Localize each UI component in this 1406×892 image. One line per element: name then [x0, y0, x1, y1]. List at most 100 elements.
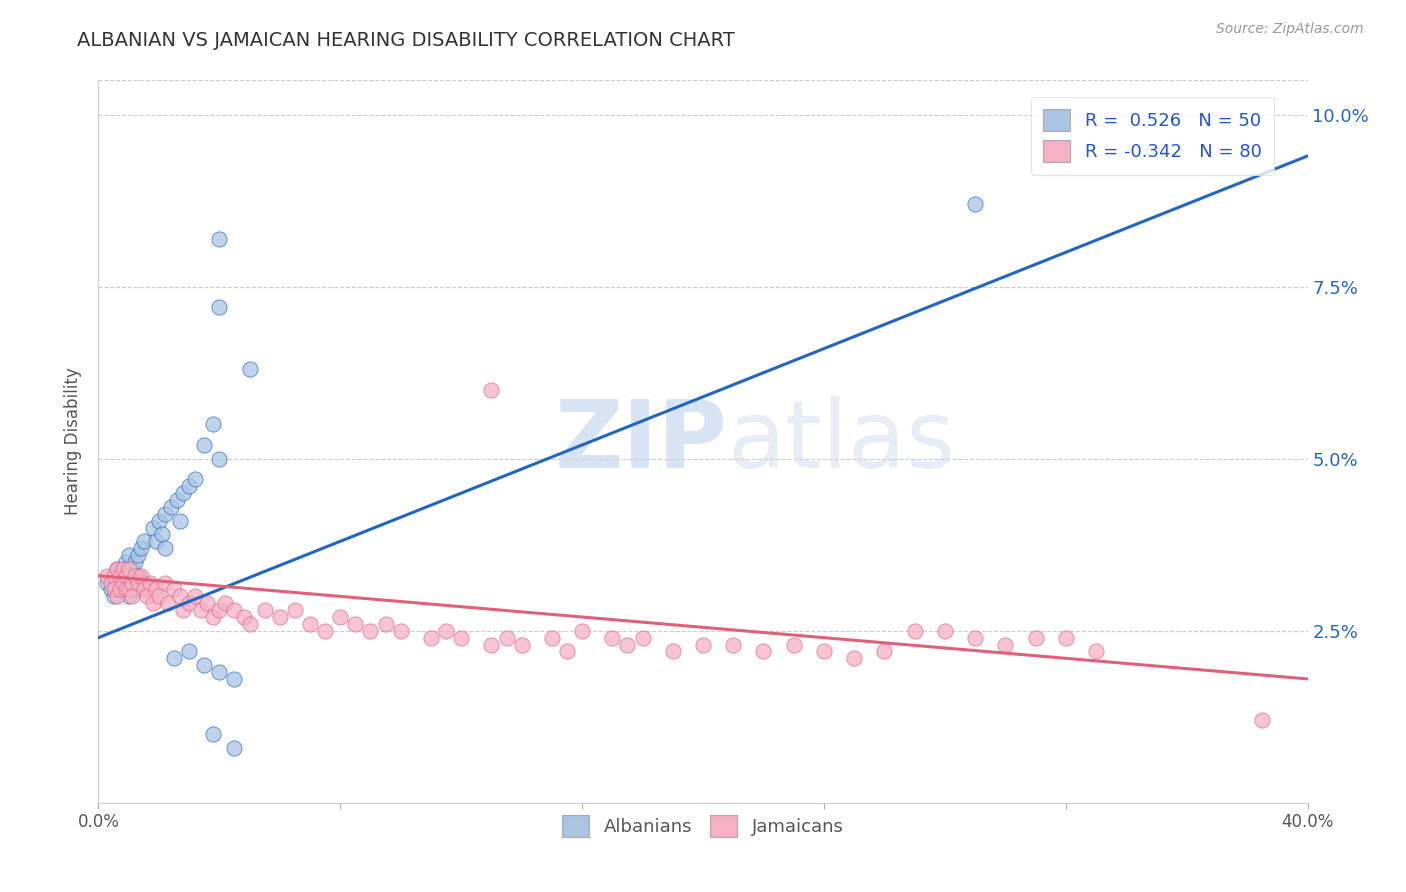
- Point: [616, 638, 638, 652]
- Point: [129, 568, 152, 582]
- Point: [389, 624, 412, 638]
- Point: [602, 631, 624, 645]
- Point: [132, 575, 155, 590]
- Point: [114, 582, 136, 597]
- Point: [904, 624, 927, 638]
- Point: [540, 631, 562, 645]
- Point: [193, 438, 215, 452]
- Point: [1024, 631, 1046, 645]
- Text: Source: ZipAtlas.com: Source: ZipAtlas.com: [1216, 22, 1364, 37]
- Point: [184, 590, 207, 604]
- Point: [124, 555, 146, 569]
- Point: [873, 644, 896, 658]
- Point: [172, 603, 194, 617]
- Point: [166, 493, 188, 508]
- Point: [132, 534, 155, 549]
- Point: [132, 582, 155, 597]
- Point: [752, 644, 775, 658]
- Point: [208, 231, 231, 245]
- Point: [153, 507, 176, 521]
- Point: [108, 582, 131, 597]
- Point: [965, 197, 987, 211]
- Point: [813, 644, 835, 658]
- Text: ZIP: ZIP: [554, 395, 727, 488]
- Point: [108, 568, 131, 582]
- Point: [100, 575, 122, 590]
- Point: [103, 582, 125, 597]
- Point: [208, 665, 231, 679]
- Point: [329, 610, 352, 624]
- Point: [208, 603, 231, 617]
- Point: [108, 568, 131, 582]
- Point: [314, 624, 336, 638]
- Point: [661, 644, 683, 658]
- Point: [118, 548, 141, 562]
- Point: [179, 596, 201, 610]
- Point: [631, 631, 654, 645]
- Point: [103, 590, 125, 604]
- Point: [118, 562, 141, 576]
- Point: [450, 631, 472, 645]
- Point: [224, 672, 246, 686]
- Point: [148, 590, 170, 604]
- Point: [360, 624, 382, 638]
- Point: [224, 603, 246, 617]
- Point: [184, 472, 207, 486]
- Point: [145, 582, 167, 597]
- Point: [139, 575, 162, 590]
- Point: [172, 486, 194, 500]
- Point: [374, 616, 396, 631]
- Point: [934, 624, 956, 638]
- Point: [299, 616, 322, 631]
- Point: [160, 500, 183, 514]
- Point: [202, 610, 225, 624]
- Point: [163, 582, 186, 597]
- Point: [434, 624, 457, 638]
- Point: [783, 638, 806, 652]
- Point: [1251, 713, 1274, 727]
- Point: [111, 582, 134, 597]
- Point: [103, 568, 125, 582]
- Point: [142, 596, 165, 610]
- Point: [124, 568, 146, 582]
- Point: [111, 562, 134, 576]
- Point: [163, 651, 186, 665]
- Point: [179, 644, 201, 658]
- Point: [118, 582, 141, 597]
- Point: [169, 590, 191, 604]
- Point: [105, 582, 128, 597]
- Point: [135, 590, 157, 604]
- Point: [481, 383, 503, 397]
- Point: [127, 548, 149, 562]
- Point: [481, 638, 503, 652]
- Point: [202, 417, 225, 432]
- Point: [420, 631, 443, 645]
- Point: [127, 568, 149, 582]
- Y-axis label: Hearing Disability: Hearing Disability: [65, 368, 83, 516]
- Point: [510, 638, 533, 652]
- Point: [96, 568, 118, 582]
- Point: [190, 603, 212, 617]
- Point: [121, 575, 143, 590]
- Point: [100, 582, 122, 597]
- Point: [269, 610, 291, 624]
- Point: [193, 658, 215, 673]
- Point: [105, 590, 128, 604]
- Point: [114, 568, 136, 582]
- Point: [239, 616, 262, 631]
- Point: [129, 541, 152, 556]
- Point: [994, 638, 1017, 652]
- Point: [105, 562, 128, 576]
- Point: [1085, 644, 1108, 658]
- Point: [145, 534, 167, 549]
- Point: [195, 596, 218, 610]
- Point: [111, 575, 134, 590]
- Point: [239, 362, 262, 376]
- Point: [224, 740, 246, 755]
- Legend: Albanians, Jamaicans: Albanians, Jamaicans: [555, 808, 851, 845]
- Point: [284, 603, 307, 617]
- Point: [571, 624, 593, 638]
- Point: [232, 610, 254, 624]
- Point: [121, 575, 143, 590]
- Point: [156, 596, 179, 610]
